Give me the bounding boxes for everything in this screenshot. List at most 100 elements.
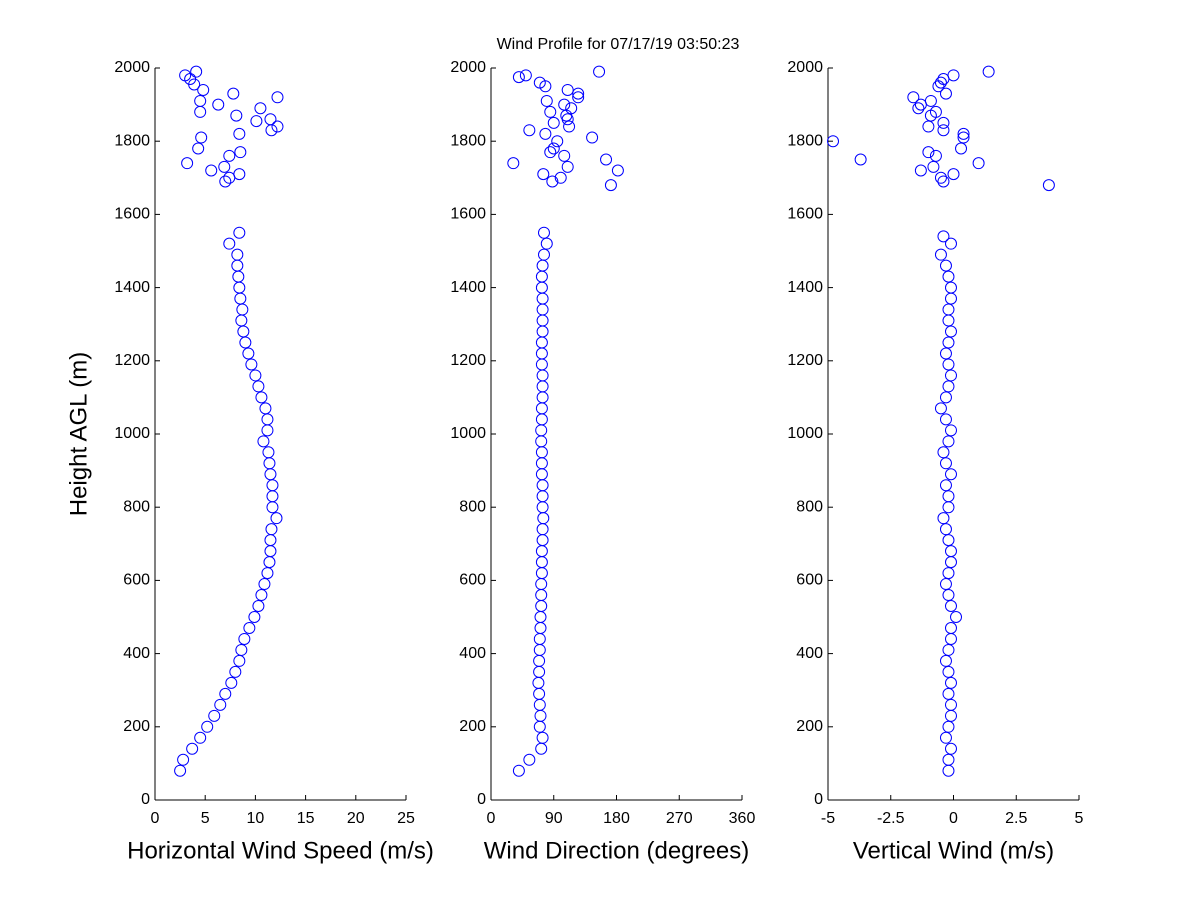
y-tick-label: 1000: [787, 425, 823, 442]
x-tick-label: 270: [666, 810, 693, 827]
data-point: [523, 753, 536, 766]
y-tick-label: 200: [796, 718, 823, 735]
data-point: [942, 720, 955, 733]
data-point: [231, 248, 244, 261]
data-point: [586, 131, 599, 144]
data-point: [957, 127, 970, 140]
data-point: [546, 175, 559, 188]
data-point: [955, 142, 968, 155]
data-point: [561, 160, 574, 173]
data-point: [942, 270, 955, 283]
data-point: [1042, 179, 1055, 192]
data-point: [942, 753, 955, 766]
y-tick-label: 400: [123, 645, 150, 662]
data-point: [944, 742, 957, 755]
y-tick-label: 1800: [114, 132, 150, 149]
data-point: [922, 146, 935, 159]
data-point: [942, 643, 955, 656]
data-point: [929, 149, 942, 162]
data-point: [225, 676, 238, 689]
data-point: [233, 226, 246, 239]
data-point: [939, 457, 952, 470]
y-tick-label: 800: [796, 498, 823, 515]
data-point: [265, 124, 278, 137]
data-point: [223, 237, 236, 250]
data-point: [942, 336, 955, 349]
y-tick-label: 1600: [114, 206, 150, 223]
data-point: [937, 175, 950, 188]
y-tick-label: 2000: [787, 59, 823, 76]
data-point: [942, 358, 955, 371]
data-point: [190, 65, 203, 78]
data-point: [972, 157, 985, 170]
data-point: [942, 589, 955, 602]
data-point: [939, 347, 952, 360]
x-tick-label: -5: [821, 810, 835, 827]
x-tick-label: 180: [603, 810, 630, 827]
data-point: [223, 171, 236, 184]
data-point: [235, 643, 248, 656]
data-point: [271, 120, 284, 133]
data-point: [604, 179, 617, 192]
data-point: [245, 358, 258, 371]
y-tick-label: 0: [477, 791, 486, 808]
y-tick-label: 200: [123, 718, 150, 735]
data-point: [944, 325, 957, 338]
data-point: [192, 142, 205, 155]
x-tick-label: 2.5: [1005, 810, 1027, 827]
data-point: [219, 175, 232, 188]
data-point: [540, 237, 553, 250]
y-tick-label: 1000: [114, 425, 150, 442]
x-tick-label: 0: [151, 810, 160, 827]
data-point: [937, 116, 950, 129]
data-point: [201, 720, 214, 733]
data-point: [249, 369, 262, 382]
data-point: [181, 157, 194, 170]
data-point: [927, 160, 940, 173]
data-point: [561, 113, 574, 126]
data-point: [523, 124, 536, 137]
data-point: [944, 281, 957, 294]
y-tick-label: 1200: [787, 352, 823, 369]
data-point: [536, 731, 549, 744]
y-tick-label: 600: [459, 572, 486, 589]
y-tick-label: 1600: [450, 206, 486, 223]
data-point: [254, 102, 267, 115]
data-point: [258, 578, 271, 591]
data-point: [939, 654, 952, 667]
data-point: [554, 171, 567, 184]
data-point: [942, 665, 955, 678]
data-point: [229, 665, 242, 678]
data-point: [937, 230, 950, 243]
x-tick-label: 25: [397, 810, 415, 827]
x-axis-label: Wind Direction (degrees): [484, 837, 749, 864]
data-point: [944, 545, 957, 558]
y-tick-label: 2000: [114, 59, 150, 76]
chart-title: Wind Profile for 07/17/19 03:50:23: [497, 36, 740, 53]
data-point: [944, 621, 957, 634]
data-point: [914, 164, 927, 177]
data-point: [547, 116, 560, 129]
data-point: [537, 226, 550, 239]
data-point: [255, 391, 268, 404]
data-point: [937, 124, 950, 137]
data-point: [544, 105, 557, 118]
data-point: [947, 168, 960, 181]
data-point: [539, 80, 552, 93]
data-point: [944, 424, 957, 437]
data-point: [558, 149, 571, 162]
data-point: [537, 248, 550, 261]
y-tick-label: 1400: [114, 279, 150, 296]
data-point: [939, 413, 952, 426]
data-point: [934, 76, 947, 89]
x-tick-label: 360: [729, 810, 756, 827]
y-tick-label: 0: [141, 791, 150, 808]
data-point: [944, 369, 957, 382]
data-point: [248, 611, 261, 623]
data-point: [944, 468, 957, 481]
x-tick-label: 90: [545, 810, 563, 827]
data-point: [512, 764, 525, 777]
data-point: [600, 153, 613, 166]
